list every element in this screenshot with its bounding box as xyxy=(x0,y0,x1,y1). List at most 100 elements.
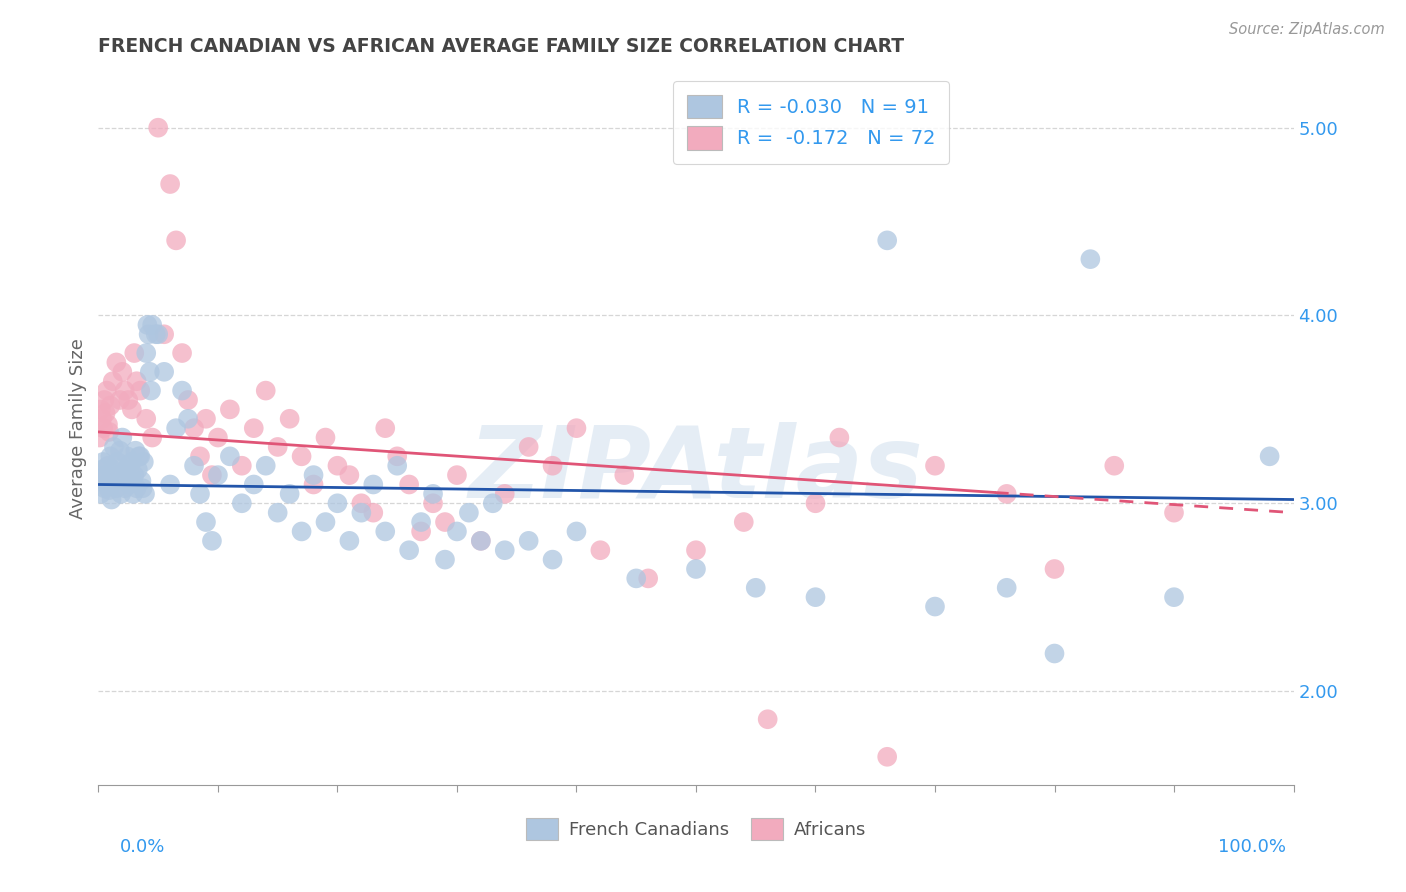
Point xyxy=(148,120,170,135)
Point xyxy=(219,450,242,464)
Point xyxy=(139,365,162,379)
Point xyxy=(637,571,659,585)
Point xyxy=(278,411,301,425)
Point xyxy=(828,431,851,445)
Point xyxy=(105,355,128,369)
Point xyxy=(159,177,181,191)
Point xyxy=(118,477,141,491)
Point xyxy=(90,487,112,501)
Point xyxy=(105,481,128,495)
Point xyxy=(804,496,827,510)
Point xyxy=(254,458,277,473)
Point xyxy=(132,455,155,469)
Point xyxy=(1163,506,1185,520)
Point xyxy=(446,524,468,539)
Point xyxy=(219,402,242,417)
Point xyxy=(470,533,492,548)
Point xyxy=(124,468,146,483)
Point xyxy=(98,425,121,439)
Point xyxy=(1258,450,1281,464)
Point xyxy=(541,552,564,566)
Point xyxy=(108,443,131,458)
Point xyxy=(91,421,114,435)
Point xyxy=(98,450,122,464)
Point xyxy=(153,327,176,342)
Point xyxy=(745,581,768,595)
Point xyxy=(131,474,153,488)
Point xyxy=(101,462,124,476)
Point xyxy=(172,346,194,360)
Point xyxy=(422,487,444,501)
Point xyxy=(411,515,433,529)
Point xyxy=(96,477,118,491)
Point xyxy=(804,590,827,604)
Point xyxy=(114,384,136,398)
Point xyxy=(101,374,124,388)
Point xyxy=(434,552,457,566)
Point xyxy=(90,402,112,417)
Point xyxy=(112,474,135,488)
Text: 0.0%: 0.0% xyxy=(120,838,165,856)
Text: 100.0%: 100.0% xyxy=(1219,838,1286,856)
Legend: French Canadians, Africans: French Canadians, Africans xyxy=(519,811,873,847)
Point xyxy=(231,496,253,510)
Point xyxy=(135,346,157,360)
Point xyxy=(98,399,122,413)
Point xyxy=(685,543,707,558)
Point xyxy=(291,524,314,539)
Point xyxy=(141,431,163,445)
Point xyxy=(94,468,117,483)
Point xyxy=(172,384,194,398)
Point xyxy=(114,481,136,495)
Point xyxy=(350,496,373,510)
Point xyxy=(326,496,349,510)
Point xyxy=(96,384,118,398)
Point xyxy=(110,487,132,501)
Point xyxy=(177,411,200,425)
Point xyxy=(97,458,120,473)
Point xyxy=(135,411,157,425)
Point xyxy=(138,327,160,342)
Point xyxy=(494,543,516,558)
Point xyxy=(104,474,127,488)
Point xyxy=(1104,458,1126,473)
Point xyxy=(117,392,139,407)
Point xyxy=(398,543,420,558)
Point xyxy=(254,384,277,398)
Point xyxy=(374,524,396,539)
Point xyxy=(267,440,290,454)
Point xyxy=(565,421,588,435)
Point xyxy=(159,477,181,491)
Point xyxy=(128,450,150,464)
Point xyxy=(315,515,337,529)
Point xyxy=(111,365,134,379)
Text: FRENCH CANADIAN VS AFRICAN AVERAGE FAMILY SIZE CORRELATION CHART: FRENCH CANADIAN VS AFRICAN AVERAGE FAMIL… xyxy=(98,37,904,56)
Point xyxy=(446,468,468,483)
Point xyxy=(120,468,142,483)
Point xyxy=(107,468,129,483)
Point xyxy=(243,477,266,491)
Point xyxy=(188,487,211,501)
Point xyxy=(315,431,337,445)
Point xyxy=(201,468,224,483)
Point xyxy=(115,450,138,464)
Point xyxy=(100,492,122,507)
Point xyxy=(924,458,946,473)
Point xyxy=(183,458,205,473)
Point xyxy=(626,571,648,585)
Point xyxy=(201,533,224,548)
Point xyxy=(685,562,707,576)
Point xyxy=(94,406,117,420)
Point xyxy=(995,487,1018,501)
Point xyxy=(124,346,146,360)
Point xyxy=(117,458,139,473)
Point xyxy=(103,440,125,454)
Point xyxy=(145,327,167,342)
Point xyxy=(91,411,114,425)
Point xyxy=(470,533,492,548)
Point xyxy=(153,365,176,379)
Point xyxy=(98,483,121,497)
Point xyxy=(183,421,205,435)
Point xyxy=(134,487,156,501)
Point xyxy=(188,450,211,464)
